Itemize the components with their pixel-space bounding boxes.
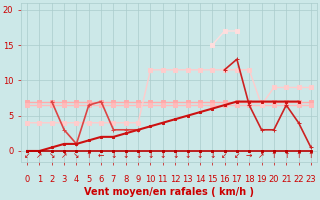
Text: ↙: ↙ <box>221 151 228 160</box>
Text: ↗: ↗ <box>61 151 67 160</box>
Text: ↓: ↓ <box>135 151 141 160</box>
Text: ↘: ↘ <box>49 151 55 160</box>
Text: ↗: ↗ <box>36 151 43 160</box>
Text: ↑: ↑ <box>283 151 289 160</box>
Text: →: → <box>246 151 252 160</box>
Text: ↓: ↓ <box>209 151 215 160</box>
Text: ↗: ↗ <box>258 151 265 160</box>
Text: ↓: ↓ <box>197 151 203 160</box>
X-axis label: Vent moyen/en rafales ( km/h ): Vent moyen/en rafales ( km/h ) <box>84 187 254 197</box>
Text: ↙: ↙ <box>24 151 30 160</box>
Text: ↑: ↑ <box>295 151 302 160</box>
Text: ↓: ↓ <box>172 151 178 160</box>
Text: ↓: ↓ <box>160 151 166 160</box>
Text: ↓: ↓ <box>123 151 129 160</box>
Text: ↘: ↘ <box>73 151 80 160</box>
Text: ↓: ↓ <box>147 151 154 160</box>
Text: ↓: ↓ <box>184 151 191 160</box>
Text: ↑: ↑ <box>271 151 277 160</box>
Text: ↑: ↑ <box>85 151 92 160</box>
Text: ←: ← <box>98 151 104 160</box>
Text: ↑: ↑ <box>308 151 314 160</box>
Text: ↓: ↓ <box>110 151 117 160</box>
Text: ↙: ↙ <box>234 151 240 160</box>
